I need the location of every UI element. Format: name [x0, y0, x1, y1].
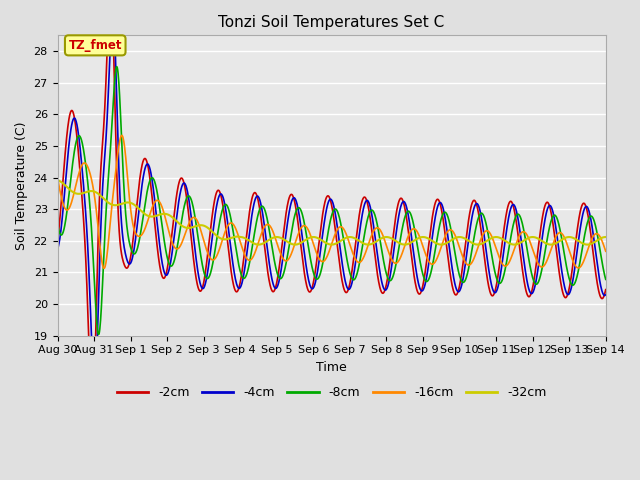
-8cm — [113, 64, 120, 70]
-2cm — [489, 293, 497, 299]
-32cm — [175, 221, 183, 227]
-32cm — [237, 234, 244, 240]
-16cm — [602, 248, 609, 254]
-4cm — [177, 190, 184, 196]
-32cm — [488, 235, 496, 240]
-8cm — [177, 226, 184, 232]
-16cm — [177, 243, 184, 249]
-4cm — [109, 12, 116, 18]
-32cm — [537, 237, 545, 243]
-4cm — [91, 381, 99, 386]
-2cm — [54, 239, 61, 244]
Line: -32cm: -32cm — [58, 180, 605, 245]
-32cm — [163, 211, 170, 217]
-16cm — [417, 239, 425, 244]
-2cm — [237, 272, 245, 278]
X-axis label: Time: Time — [316, 361, 347, 374]
-2cm — [602, 287, 609, 292]
-16cm — [163, 221, 171, 227]
-2cm — [163, 268, 171, 274]
Y-axis label: Soil Temperature (C): Soil Temperature (C) — [15, 121, 28, 250]
Legend: -2cm, -4cm, -8cm, -16cm, -32cm: -2cm, -4cm, -8cm, -16cm, -32cm — [112, 382, 552, 405]
-8cm — [54, 221, 61, 227]
-4cm — [538, 241, 545, 247]
-32cm — [54, 177, 61, 183]
-8cm — [489, 259, 497, 265]
-32cm — [584, 242, 591, 248]
-32cm — [417, 234, 424, 240]
-4cm — [54, 246, 61, 252]
-8cm — [95, 332, 102, 337]
-16cm — [538, 264, 545, 270]
-8cm — [602, 276, 609, 282]
-16cm — [118, 132, 125, 138]
-2cm — [538, 222, 545, 228]
-2cm — [177, 177, 184, 182]
Text: TZ_fmet: TZ_fmet — [68, 39, 122, 52]
-16cm — [237, 243, 245, 249]
-8cm — [163, 253, 171, 259]
-4cm — [602, 292, 609, 298]
Line: -4cm: -4cm — [58, 15, 605, 384]
-8cm — [417, 265, 425, 271]
-4cm — [163, 272, 171, 278]
-16cm — [100, 265, 108, 271]
Line: -16cm: -16cm — [58, 135, 605, 268]
-8cm — [538, 269, 545, 275]
Title: Tonzi Soil Temperatures Set C: Tonzi Soil Temperatures Set C — [218, 15, 445, 30]
-4cm — [237, 282, 245, 288]
-16cm — [489, 237, 497, 242]
-2cm — [417, 288, 425, 294]
-2cm — [89, 406, 97, 411]
Line: -2cm: -2cm — [58, 0, 605, 408]
-32cm — [602, 234, 609, 240]
-16cm — [54, 175, 61, 180]
-4cm — [417, 288, 425, 294]
-4cm — [489, 287, 497, 293]
Line: -8cm: -8cm — [58, 67, 605, 335]
-8cm — [237, 273, 245, 278]
